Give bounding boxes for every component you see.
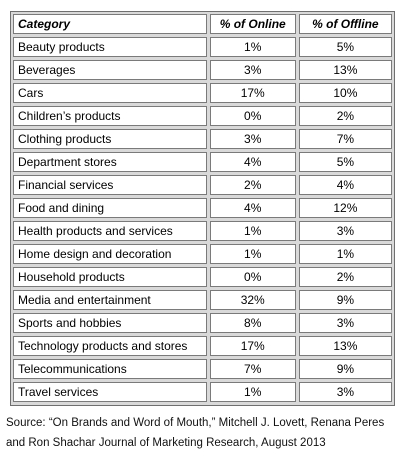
table-row: Beverages 3% 13% <box>13 60 392 80</box>
category-cell: Clothing products <box>13 129 207 149</box>
data-table: Category % of Online % of Offline Beauty… <box>10 11 395 405</box>
online-percent-cell: 1% <box>209 382 296 402</box>
online-percent-cell: 17% <box>209 83 296 103</box>
table-row: Home design and decoration 1% 1% <box>13 244 392 264</box>
offline-percent-cell: 1% <box>298 244 392 264</box>
table-row: Beauty products 1% 5% <box>13 37 392 57</box>
offline-percent-cell: 13% <box>298 60 392 80</box>
offline-percent-cell: 2% <box>298 267 392 287</box>
category-cell: Technology products and stores <box>13 336 207 356</box>
offline-percent-cell: 13% <box>298 336 392 356</box>
online-percent-cell: 4% <box>209 152 296 172</box>
offline-percent-cell: 12% <box>298 198 392 218</box>
category-cell: Telecommunications <box>13 359 207 379</box>
table-row: Sports and hobbies 8% 3% <box>13 313 392 333</box>
category-cell: Sports and hobbies <box>13 313 207 333</box>
header-row: Category % of Online % of Offline <box>13 14 392 34</box>
online-percent-cell: 3% <box>209 129 296 149</box>
offline-percent-cell: 7% <box>298 129 392 149</box>
offline-percent-cell: 5% <box>298 152 392 172</box>
table-body: Beauty products 1% 5% Beverages 3% 13% Cars 17%… <box>13 37 392 402</box>
table-row: Technology products and stores 17% 13% <box>13 336 392 356</box>
table-row: Household products 0% 2% <box>13 267 392 287</box>
category-cell: Beverages <box>13 60 207 80</box>
offline-percent-cell: 9% <box>298 359 392 379</box>
online-percent-cell: 7% <box>209 359 296 379</box>
online-percent-cell: 3% <box>209 60 296 80</box>
online-percent-cell: 1% <box>209 244 296 264</box>
offline-percent-cell: 9% <box>298 290 392 310</box>
table-row: Cars 17% 10% <box>13 83 392 103</box>
column-header-category: Category <box>13 14 207 34</box>
category-cell: Food and dining <box>13 198 207 218</box>
online-percent-cell: 1% <box>209 37 296 57</box>
offline-percent-cell: 3% <box>298 221 392 241</box>
online-percent-cell: 2% <box>209 175 296 195</box>
source-line-2: and Ron Shachar Journal of Marketing Res… <box>6 437 326 449</box>
table-row: Food and dining 4% 12% <box>13 198 392 218</box>
online-percent-cell: 1% <box>209 221 296 241</box>
table-row: Travel services 1% 3% <box>13 382 392 402</box>
offline-percent-cell: 2% <box>298 106 392 126</box>
category-cell: Home design and decoration <box>13 244 207 264</box>
source-note: Source: “On Brands and Word of Mouth,” M… <box>6 413 406 453</box>
table-row: Media and entertainment 32% 9% <box>13 290 392 310</box>
category-cell: Children’s products <box>13 106 207 126</box>
table-row: Health products and services 1% 3% <box>13 221 392 241</box>
table-row: Financial services 2% 4% <box>13 175 392 195</box>
category-cell: Health products and services <box>13 221 207 241</box>
category-cell: Travel services <box>13 382 207 402</box>
offline-percent-cell: 3% <box>298 382 392 402</box>
online-percent-cell: 8% <box>209 313 296 333</box>
category-cell: Media and entertainment <box>13 290 207 310</box>
category-cell: Household products <box>13 267 207 287</box>
table-row: Clothing products 3% 7% <box>13 129 392 149</box>
data-table-frame: Category % of Online % of Offline Beauty… <box>10 11 395 406</box>
table-row: Children’s products 0% 2% <box>13 106 392 126</box>
category-cell: Financial services <box>13 175 207 195</box>
category-cell: Department stores <box>13 152 207 172</box>
source-line-1: Source: “On Brands and Word of Mouth,” M… <box>6 417 385 429</box>
online-percent-cell: 0% <box>209 267 296 287</box>
online-percent-cell: 32% <box>209 290 296 310</box>
category-cell: Beauty products <box>13 37 207 57</box>
online-percent-cell: 0% <box>209 106 296 126</box>
table-row: Department stores 4% 5% <box>13 152 392 172</box>
online-percent-cell: 4% <box>209 198 296 218</box>
column-header-offline: % of Offline <box>298 14 392 34</box>
offline-percent-cell: 4% <box>298 175 392 195</box>
online-percent-cell: 17% <box>209 336 296 356</box>
offline-percent-cell: 5% <box>298 37 392 57</box>
column-header-online: % of Online <box>209 14 296 34</box>
offline-percent-cell: 3% <box>298 313 392 333</box>
offline-percent-cell: 10% <box>298 83 392 103</box>
table-row: Telecommunications 7% 9% <box>13 359 392 379</box>
category-cell: Cars <box>13 83 207 103</box>
